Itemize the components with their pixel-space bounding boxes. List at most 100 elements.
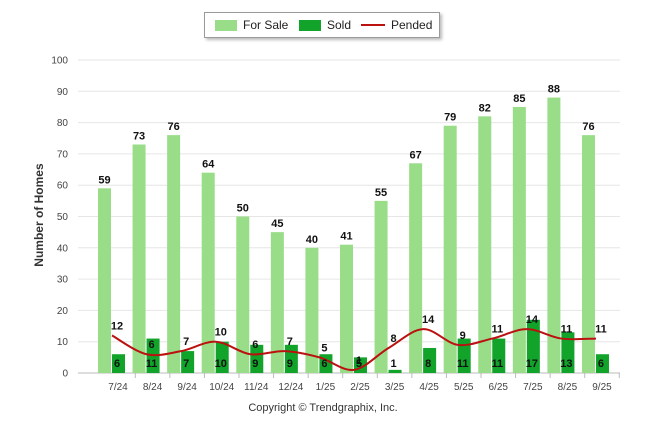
for-sale-bar (270, 232, 284, 373)
y-axis-label: Number of Homes (32, 163, 46, 267)
x-tick-label: 7/25 (523, 382, 543, 393)
sold-value-label: 6 (321, 358, 327, 370)
sold-value-label: 9 (287, 358, 293, 370)
for-sale-value-label: 67 (410, 149, 422, 161)
pended-value-label: 7 (287, 336, 293, 348)
y-tick-label: 80 (57, 118, 69, 129)
y-tick-label: 70 (57, 149, 69, 160)
sold-bar (181, 351, 195, 373)
legend-label-for-sale: For Sale (243, 18, 289, 32)
pended-value-label: 6 (149, 339, 155, 351)
for-sale-bar (339, 244, 353, 373)
legend-item-sold[interactable]: Sold (299, 13, 351, 37)
for-sale-value-label: 50 (237, 203, 249, 215)
y-tick-label: 50 (57, 212, 69, 223)
x-tick-label: 2/25 (350, 382, 370, 393)
for-sale-bar (201, 172, 215, 373)
pended-value-label: 1 (356, 355, 362, 367)
x-tick-label: 6/25 (489, 382, 509, 393)
for-sale-value-label: 55 (375, 187, 387, 199)
sold-bar (561, 332, 575, 373)
for-sale-bar (512, 106, 526, 373)
sold-bar (492, 338, 506, 373)
sold-value-label: 11 (491, 358, 503, 370)
pended-swatch (361, 24, 385, 26)
y-tick-label: 20 (57, 306, 69, 317)
sold-bar (388, 369, 402, 373)
pended-value-label: 7 (183, 336, 189, 348)
y-tick-label: 60 (57, 181, 69, 192)
for-sale-bar (478, 116, 492, 373)
pended-value-label: 10 (215, 327, 227, 339)
pended-value-label: 11 (561, 324, 573, 336)
for-sale-value-label: 82 (479, 102, 491, 114)
sold-value-label: 11 (146, 358, 158, 370)
pended-line (111, 328, 596, 371)
for-sale-value-label: 73 (133, 131, 145, 143)
y-tick-label: 30 (57, 275, 69, 286)
y-tick-label: 0 (62, 369, 68, 380)
x-tick-label: 12/24 (278, 382, 303, 393)
legend-item-pended[interactable]: Pended (361, 13, 432, 37)
sold-value-label: 11 (457, 358, 469, 370)
for-sale-value-label: 45 (271, 218, 283, 230)
x-tick-label: 8/25 (558, 382, 578, 393)
for-sale-value-label: 79 (444, 112, 456, 124)
for-sale-swatch (215, 19, 237, 31)
y-tick-label: 100 (51, 56, 68, 67)
for-sale-value-label: 40 (306, 234, 318, 246)
for-sale-bar (305, 247, 319, 373)
for-sale-bar (167, 135, 181, 373)
y-axis-ticks: 0 10 20 30 40 50 60 70 80 90 100 (51, 56, 68, 380)
x-tick-label: 9/25 (592, 382, 612, 393)
legend-item-for-sale[interactable]: For Sale (215, 13, 288, 37)
sold-value-label: 8 (425, 358, 431, 370)
x-tick-label: 10/24 (209, 382, 234, 393)
pended-value-label: 6 (252, 339, 258, 351)
y-tick-label: 90 (57, 87, 69, 98)
for-sale-value-label: 64 (202, 159, 215, 171)
y-tick-label: 40 (57, 243, 69, 254)
for-sale-value-label: 76 (582, 121, 594, 133)
for-sale-value-label: 41 (340, 231, 352, 243)
pended-value-label: 5 (321, 342, 327, 354)
sold-value-label: 10 (215, 358, 227, 370)
for-sale-bar (98, 188, 111, 373)
pended-value-label: 8 (390, 333, 396, 345)
sold-bar (423, 347, 437, 373)
legend-label-sold: Sold (327, 18, 352, 32)
sold-bar (250, 344, 264, 373)
pended-value-label: 12 (111, 320, 123, 332)
for-sale-bar (236, 216, 250, 373)
for-sale-value-label: 85 (513, 93, 525, 105)
sold-swatch (299, 19, 321, 31)
sold-value-label: 5 (356, 358, 362, 370)
sold-bar (595, 354, 609, 373)
sold-value-label: 9 (252, 358, 258, 370)
for-sale-bar (374, 200, 388, 373)
for-sale-bar (581, 135, 595, 373)
sold-value-label: 1 (390, 358, 396, 370)
sold-value-label: 7 (183, 358, 189, 370)
y-tick-label: 10 (57, 337, 69, 348)
sold-bar (215, 341, 229, 373)
pended-value-label: 14 (422, 314, 435, 326)
for-sale-bar (132, 144, 146, 373)
pended-value-label: 11 (595, 324, 607, 336)
sold-value-label: 17 (526, 358, 538, 370)
legend: For Sale Sold Pended (204, 12, 440, 38)
x-tick-label: 8/24 (143, 382, 163, 393)
legend-label-pended: Pended (391, 18, 433, 32)
x-tick-label: 3/25 (385, 382, 405, 393)
x-tick-label: 5/25 (454, 382, 474, 393)
sold-value-label: 6 (114, 358, 120, 370)
pended-line-path (111, 328, 596, 371)
sold-bar (526, 319, 540, 373)
for-sale-bar (547, 97, 561, 373)
pended-value-label: 11 (491, 324, 503, 336)
for-sale-value-label: 76 (168, 121, 180, 133)
for-sale-value-label: 88 (548, 84, 560, 96)
x-tick-label: 11/24 (244, 382, 269, 393)
sold-value-label: 6 (598, 358, 604, 370)
sold-bar (112, 354, 125, 373)
